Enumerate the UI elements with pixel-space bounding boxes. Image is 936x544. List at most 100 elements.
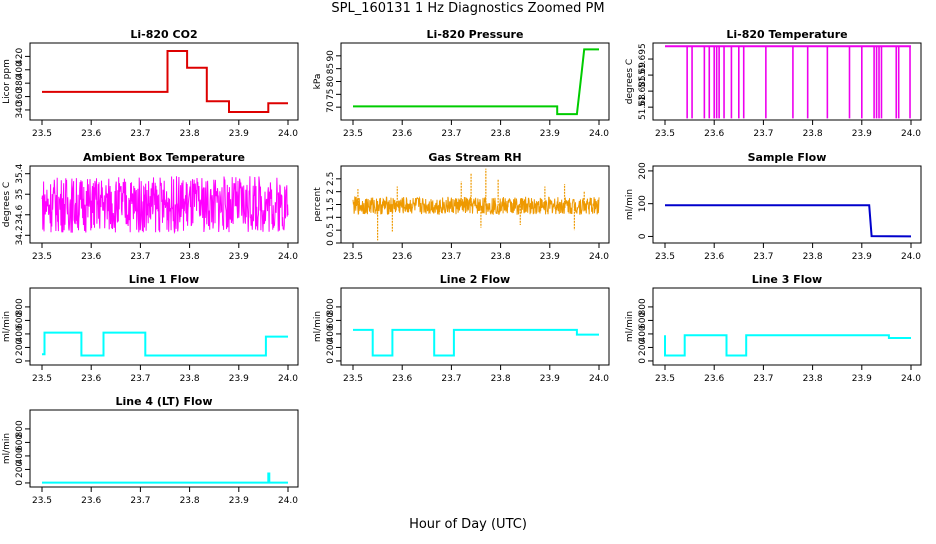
x-tick-label: 23.6 (704, 374, 724, 384)
y-axis-label: degrees C (2, 182, 12, 227)
panel-frame (652, 287, 922, 366)
y-axis-label: kPa (313, 74, 323, 90)
x-tick-label: 23.6 (81, 252, 101, 262)
panel-frame (29, 165, 299, 244)
panel-title: Line 3 Flow (752, 273, 822, 286)
x-tick-label: 23.5 (343, 374, 363, 384)
x-tick-label: 23.7 (130, 129, 150, 139)
panel-title: Line 4 (LT) Flow (116, 395, 213, 408)
y-tick-label: 0 (326, 240, 336, 246)
y-tick-label: 51.68 (638, 94, 648, 120)
x-tick-label: 23.8 (491, 374, 511, 384)
y-tick-label: 75 (326, 89, 336, 100)
x-tick-label: 23.7 (753, 252, 773, 262)
panel-4: Ambient Box Temperature degrees C 23.5 23.6… (2, 151, 299, 262)
x-tick-label: 23.6 (81, 374, 101, 384)
panel-1: Li-820 CO2 Licor ppm 23.5 23.6 23.7 23.8 23.9 2… (2, 28, 299, 139)
x-tick-label: 23.9 (540, 129, 560, 139)
panel-frame (29, 287, 299, 366)
y-tick-label: 200 (15, 461, 25, 478)
y-tick-label: 200 (638, 162, 648, 179)
y-tick-label: 340 (15, 101, 25, 118)
y-tick-label: 600 (638, 312, 648, 329)
y-axis-label: degrees C (625, 59, 635, 104)
y-tick-label: 800 (638, 298, 648, 315)
x-tick-label: 24.0 (278, 374, 298, 384)
figure-title: SPL_160131 1 Hz Diagnostics Zoomed PM (331, 1, 605, 16)
series-line (352, 195, 600, 215)
y-tick-label: 0 (15, 358, 25, 364)
y-tick-label: 70 (326, 101, 336, 113)
x-tick-label: 23.5 (343, 252, 363, 262)
y-tick-label: 2.5 (326, 172, 336, 186)
y-tick-label: 200 (326, 339, 336, 356)
panel-3: Li-820 Temperature degrees C 23.5 23.6 23.7 2… (625, 28, 922, 139)
panel-title: Line 2 Flow (440, 273, 510, 286)
y-tick-label: 400 (15, 61, 25, 78)
x-tick-label: 23.5 (655, 252, 675, 262)
y-axis-label: Licor ppm (2, 59, 12, 104)
series-line (42, 331, 288, 357)
x-tick-label: 23.8 (180, 374, 200, 384)
x-tick-label: 23.5 (343, 129, 363, 139)
panel-title: Li-820 Pressure (427, 28, 524, 41)
y-tick-label: 400 (638, 325, 648, 342)
series-line (664, 334, 911, 357)
panel-frame (29, 409, 299, 488)
y-tick-label: 360 (15, 88, 25, 105)
x-tick-label: 23.9 (540, 252, 560, 262)
x-tick-label: 23.9 (229, 129, 249, 139)
y-tick-label: 34.6 (15, 204, 25, 224)
x-tick-label: 23.7 (441, 129, 461, 139)
panel-frame (652, 42, 922, 121)
y-tick-label: 34.2 (15, 225, 25, 245)
panel-title: Sample Flow (748, 151, 827, 164)
x-tick-label: 23.7 (130, 252, 150, 262)
x-tick-label: 23.7 (441, 374, 461, 384)
y-tick-label: 200 (638, 339, 648, 356)
y-tick-label: 80 (326, 76, 336, 88)
x-tick-label: 23.5 (655, 129, 675, 139)
series-line (353, 328, 599, 357)
panel-frame (652, 165, 922, 244)
panel-10: Line 4 (LT) Flow ml/min 23.5 23.6 23.7 23.8 23… (2, 395, 299, 506)
y-tick-label: 0.5 (326, 223, 336, 237)
x-tick-label: 24.0 (901, 252, 921, 262)
x-tick-label: 23.5 (32, 252, 52, 262)
panel-frame (340, 42, 610, 121)
x-tick-label: 23.6 (704, 129, 724, 139)
x-tick-label: 23.8 (803, 129, 823, 139)
x-tick-label: 23.7 (441, 252, 461, 262)
y-axis-label: ml/min (625, 311, 635, 342)
x-tick-label: 24.0 (901, 374, 921, 384)
y-tick-label: 51.69 (638, 62, 648, 88)
x-tick-label: 23.8 (803, 374, 823, 384)
x-tick-label: 23.9 (229, 374, 249, 384)
x-tick-label: 23.8 (180, 129, 200, 139)
x-tick-label: 23.9 (540, 374, 560, 384)
x-tick-label: 23.9 (229, 496, 249, 506)
panel-title: Li-820 CO2 (130, 28, 197, 41)
y-tick-label: 35.4 (15, 163, 25, 183)
x-tick-label: 23.9 (852, 129, 872, 139)
y-tick-label: 200 (15, 339, 25, 356)
y-tick-label: 800 (15, 420, 25, 437)
panel-9: Line 3 Flow ml/min 23.5 23.6 23.7 23.8 23.9 24.… (625, 273, 922, 384)
y-tick-label: 90 (326, 50, 336, 62)
x-tick-label: 23.7 (753, 374, 773, 384)
series-line (42, 472, 288, 484)
panel-title: Li-820 Temperature (726, 28, 847, 41)
y-tick-label: 400 (326, 325, 336, 342)
panel-7: Line 1 Flow ml/min 23.5 23.6 23.7 23.8 23.9 24.… (2, 273, 299, 384)
y-axis-label: percent (313, 187, 323, 222)
panel-frame (340, 287, 610, 366)
x-tick-label: 23.7 (130, 496, 150, 506)
panel-2: Li-820 Pressure kPa 23.5 23.6 23.7 23.8 23.9 24… (313, 28, 610, 139)
x-tick-label: 24.0 (278, 496, 298, 506)
y-tick-label: 1.5 (326, 197, 336, 211)
y-tick-label: 600 (326, 312, 336, 329)
x-tick-label: 23.6 (392, 252, 412, 262)
panel-title: Ambient Box Temperature (83, 151, 245, 164)
